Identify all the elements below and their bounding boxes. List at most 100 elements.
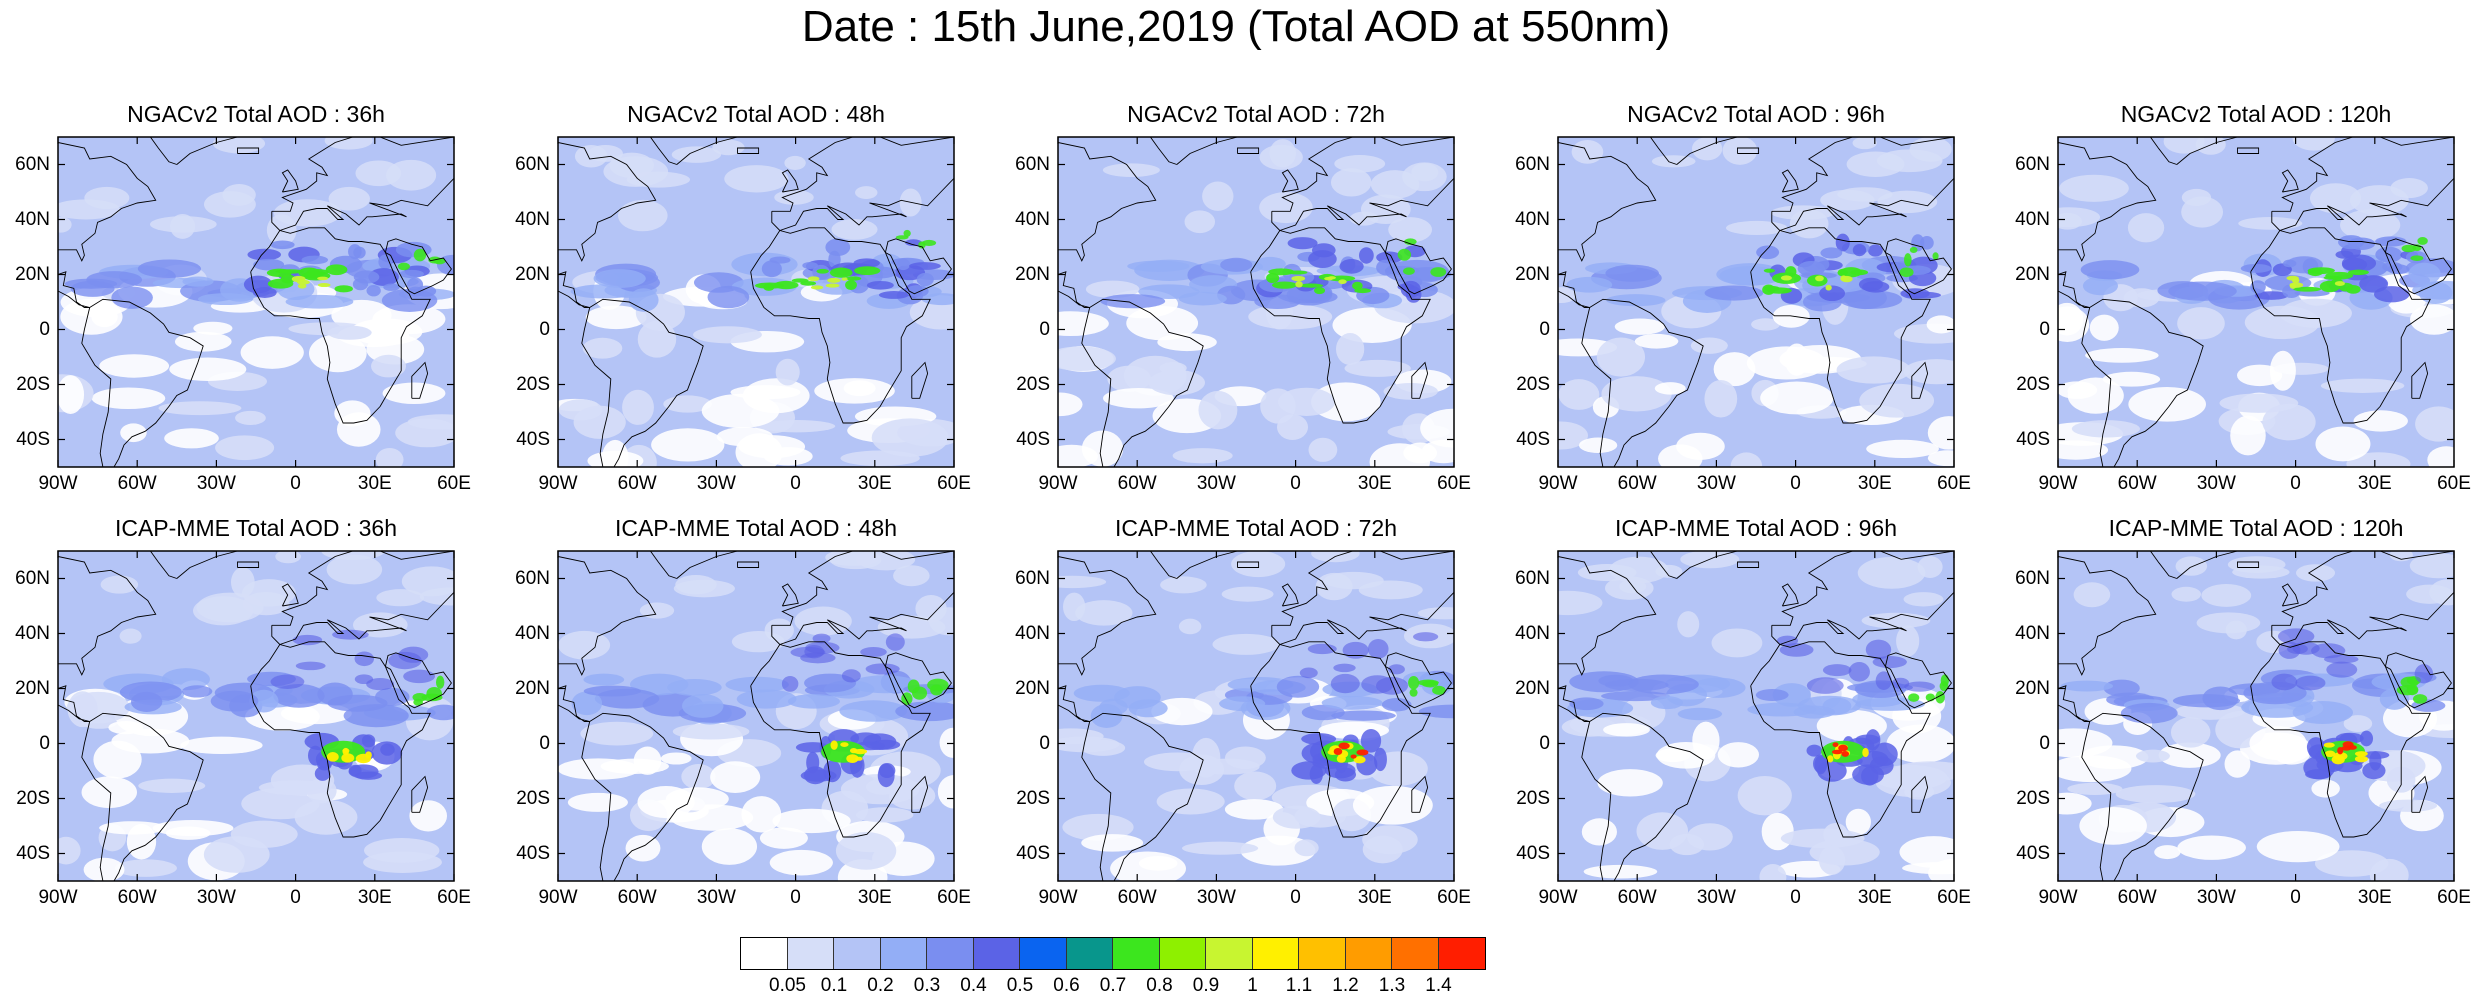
clean-air-patch: [1222, 587, 1274, 602]
lat-label: 40S: [1506, 429, 1550, 451]
clean-air-patch: [1336, 333, 1364, 365]
dust-peak: [317, 277, 328, 281]
dust-plume: [1862, 281, 1889, 293]
dust-plume: [1339, 259, 1363, 274]
aerosol-band: [1756, 689, 1789, 701]
lon-label: 0: [771, 473, 821, 495]
lon-label: 30W: [1691, 473, 1741, 495]
smoke-plume: [1861, 767, 1878, 786]
clean-air-patch: [327, 326, 371, 340]
clean-air-patch: [558, 631, 610, 660]
clean-air-patch: [2085, 348, 2158, 363]
clean-air-patch: [2279, 299, 2351, 328]
lat-label: 0: [1006, 733, 1050, 755]
lon-label: 30W: [1191, 887, 1241, 909]
lat-label: 20N: [2006, 678, 2050, 700]
clean-air-patch: [855, 186, 877, 199]
clean-air-patch: [67, 692, 130, 724]
dust-core: [335, 285, 353, 292]
dust-core: [2407, 685, 2419, 696]
clean-air-patch: [1738, 776, 1792, 815]
clean-air-patch: [2136, 750, 2170, 763]
lat-label: 20S: [6, 374, 50, 396]
lon-label: 60E: [2429, 473, 2472, 495]
clean-air-patch: [2379, 800, 2437, 812]
clean-air-patch: [1334, 155, 1385, 173]
clean-air-patch: [2315, 427, 2370, 462]
lon-label: 30W: [2191, 887, 2241, 909]
dust-plume: [253, 287, 277, 298]
clean-air-patch: [329, 187, 370, 211]
smoke-plume: [878, 764, 895, 787]
dust-plume: [353, 278, 368, 290]
colorbar-swatch: [1253, 938, 1300, 969]
lat-label: 40S: [1006, 429, 1050, 451]
dust-peak: [318, 283, 331, 287]
dust-core: [2325, 272, 2353, 280]
aerosol-band: [1219, 696, 1265, 711]
dust-core: [1410, 689, 1418, 697]
aerosol-band: [594, 269, 646, 288]
clean-air-patch: [622, 390, 654, 425]
clean-air-patch: [1198, 391, 1237, 429]
lat-label: 40N: [6, 623, 50, 645]
aerosol-band: [1823, 698, 1852, 715]
aerosol-band: [1091, 704, 1123, 728]
dust-peak: [1781, 275, 1792, 280]
dust-plume: [1823, 664, 1852, 676]
dust-core: [854, 266, 880, 275]
smoke-peak: [2355, 751, 2368, 756]
clean-air-patch: [2051, 303, 2084, 336]
clean-air-patch: [1692, 722, 1719, 760]
dust-core: [1354, 288, 1371, 293]
clean-air-patch: [626, 835, 661, 862]
smoke-plume: [362, 734, 375, 747]
clean-air-patch: [1572, 140, 1604, 164]
clean-air-patch: [1858, 557, 1926, 589]
lat-label: 40N: [6, 209, 50, 231]
clean-air-patch: [1658, 444, 1703, 473]
clean-air-patch: [1597, 769, 1662, 796]
clean-air-patch: [1202, 181, 1233, 210]
clean-air-patch: [2177, 307, 2225, 339]
lat-label: 20N: [1006, 264, 1050, 286]
dust-core: [268, 279, 294, 289]
lon-label: 60W: [612, 887, 662, 909]
clean-air-patch: [872, 418, 949, 456]
dust-plume: [1807, 677, 1844, 694]
dust-plume: [2342, 255, 2376, 272]
lat-label: 20S: [1506, 374, 1550, 396]
dust-peak: [292, 276, 306, 282]
clean-air-patch: [878, 616, 946, 639]
lat-label: 40N: [1006, 623, 1050, 645]
lon-label: 30E: [350, 887, 400, 909]
smoke-peak: [1841, 751, 1849, 757]
lat-label: 20S: [1006, 374, 1050, 396]
dust-plume: [762, 260, 782, 277]
clean-air-patch: [1234, 772, 1276, 801]
aod-map: [2058, 137, 2454, 467]
lat-label: 60N: [1506, 568, 1550, 590]
clean-air-patch: [1403, 443, 1437, 464]
panel-title: ICAP-MME Total AOD : 36h: [56, 515, 456, 542]
aerosol-band: [1127, 261, 1189, 272]
dust-core: [1266, 273, 1279, 283]
lon-label: 30E: [1850, 887, 1900, 909]
clean-air-patch: [602, 440, 629, 476]
smoke-peak: [2348, 745, 2357, 750]
dust-plume: [1756, 245, 1779, 259]
lon-label: 30E: [2350, 473, 2400, 495]
aod-map: [1558, 551, 1954, 881]
aerosol-band: [1322, 696, 1383, 710]
dust-plume: [1368, 639, 1389, 659]
dust-core: [1398, 249, 1411, 261]
clean-air-patch: [717, 427, 773, 446]
dust-plume: [800, 652, 835, 663]
dust-plume: [1331, 674, 1360, 693]
lon-label: 60W: [2112, 887, 2162, 909]
panel-title: ICAP-MME Total AOD : 72h: [1056, 515, 1456, 542]
smoke-plume: [1872, 743, 1898, 766]
clean-air-patch: [1877, 149, 1943, 172]
dust-plume: [1359, 247, 1374, 263]
dust-core: [1417, 680, 1438, 686]
